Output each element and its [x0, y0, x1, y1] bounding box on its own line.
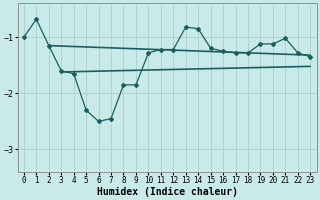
X-axis label: Humidex (Indice chaleur): Humidex (Indice chaleur) [97, 186, 237, 197]
